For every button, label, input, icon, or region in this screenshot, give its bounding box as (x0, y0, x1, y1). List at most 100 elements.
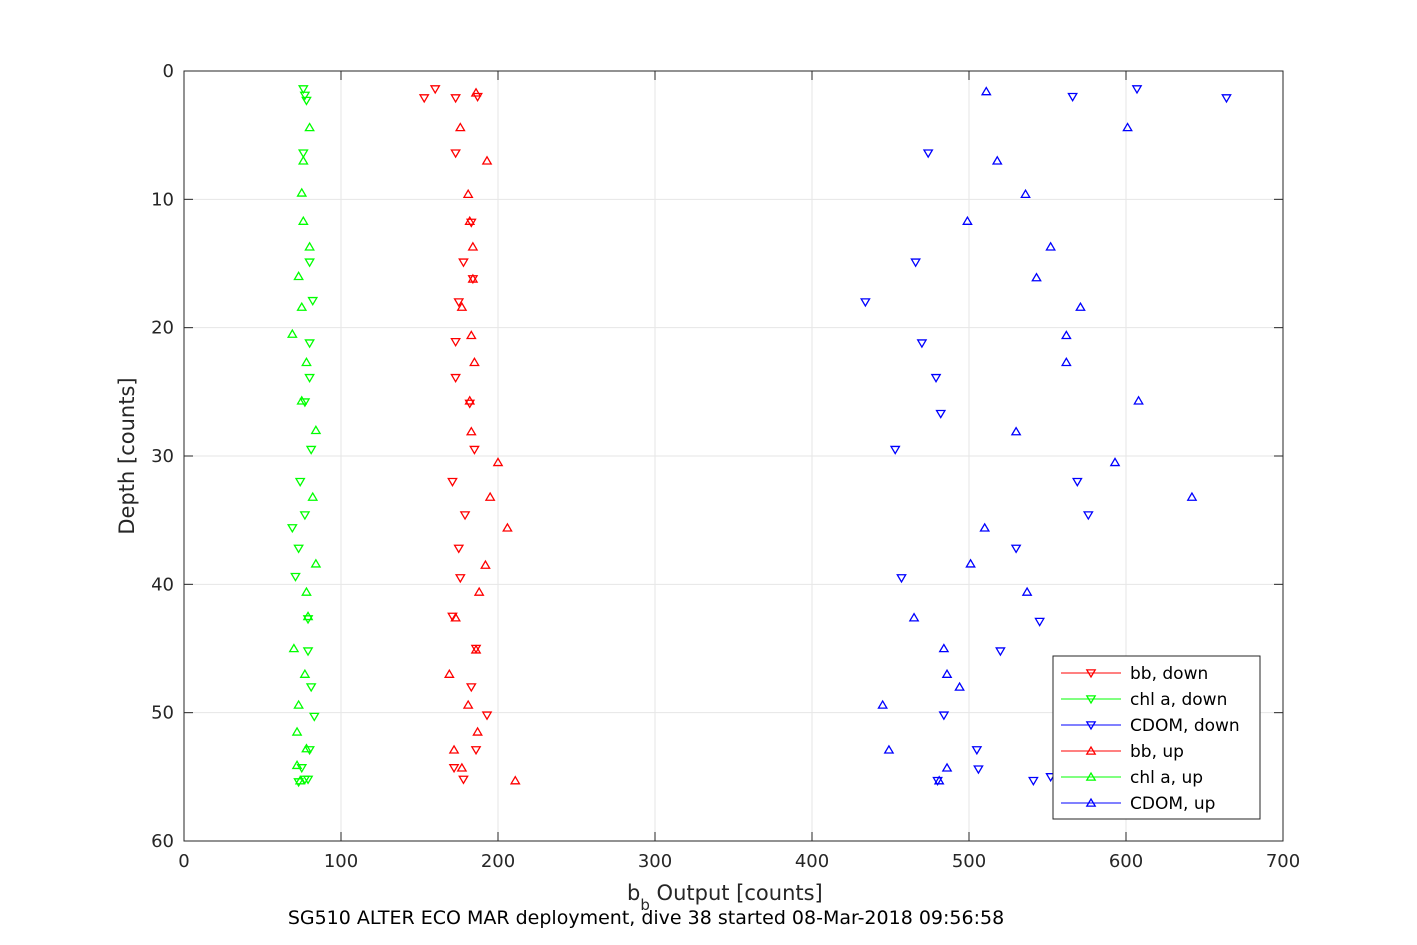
data-point (310, 425, 322, 435)
data-point (1045, 241, 1056, 251)
data-point (1133, 395, 1144, 405)
data-point (860, 298, 871, 308)
data-point (1131, 85, 1143, 95)
data-point (922, 149, 934, 159)
data-point (470, 644, 482, 654)
data-point (1031, 272, 1042, 282)
data-point (883, 744, 895, 754)
data-point (1020, 188, 1031, 198)
data-point (954, 681, 965, 691)
data-point (941, 762, 953, 772)
data-point (962, 215, 973, 225)
data-point (1082, 511, 1094, 521)
data-point (305, 445, 317, 455)
x-tick-label: 700 (1266, 851, 1300, 872)
data-point (464, 215, 476, 225)
data-point (462, 188, 474, 198)
data-point (304, 258, 315, 268)
data-point (296, 395, 308, 405)
data-point (304, 122, 315, 132)
data-point (450, 94, 461, 104)
x-axis-label: bb Output [counts] (627, 881, 823, 914)
data-point (472, 726, 483, 736)
data-point (470, 746, 482, 756)
data-point (933, 775, 945, 785)
data-point (481, 155, 493, 165)
data-point (459, 511, 471, 521)
x-tick-label: 400 (795, 851, 829, 872)
series-1 (286, 85, 320, 788)
x-tick-label: 200 (481, 851, 515, 872)
data-point (453, 544, 465, 554)
legend-marker (1085, 745, 1097, 755)
data-point (465, 330, 477, 340)
data-point (941, 668, 953, 678)
data-point (302, 611, 314, 621)
data-point (932, 776, 943, 786)
data-point (481, 711, 493, 721)
series-3 (443, 87, 521, 785)
data-point (458, 775, 469, 785)
data-point (465, 426, 477, 436)
data-point (304, 373, 315, 383)
data-point (450, 149, 461, 159)
data-point (286, 524, 298, 534)
data-point (418, 94, 430, 104)
series-5 (877, 86, 1198, 785)
data-point (301, 357, 312, 367)
data-point (454, 574, 466, 584)
data-point (301, 586, 312, 596)
data-point (971, 746, 983, 756)
y-axis-label: Depth [counts] (115, 377, 139, 534)
data-point (1061, 357, 1072, 367)
x-axis-label-rest: Output [counts] (650, 881, 823, 905)
legend-label: bb, up (1130, 742, 1184, 762)
y-tick-labels: 0 10 20 30 40 50 60 (151, 61, 174, 852)
data-point (456, 762, 468, 772)
data-point (302, 647, 314, 657)
data-point (1122, 122, 1133, 132)
data-point (910, 258, 921, 268)
data-point (454, 122, 466, 132)
data-point (453, 298, 465, 308)
data-point (938, 711, 950, 721)
data-point (310, 558, 322, 568)
data-point (492, 457, 504, 467)
x-axis-label-main: b (627, 881, 640, 905)
data-point (930, 373, 942, 383)
data-point (294, 775, 306, 785)
y-tick-label: 60 (151, 831, 174, 852)
data-point (484, 491, 496, 501)
data-point (980, 86, 992, 96)
data-point (1221, 94, 1232, 104)
legend: bb, down chl a, down CDOM, down bb, up chl a… (1052, 655, 1261, 820)
data-point (308, 712, 320, 722)
data-point (935, 409, 947, 419)
chart-caption: SG510 ALTER ECO MAR deployment, dive 38 … (288, 907, 1004, 929)
data-point (447, 477, 458, 487)
data-point (509, 775, 521, 785)
legend-marker (1085, 771, 1097, 781)
data-point (286, 328, 298, 338)
data-point (991, 155, 1003, 165)
data-point (450, 612, 461, 622)
data-point (299, 668, 311, 678)
y-tick-label: 50 (151, 703, 174, 724)
data-point (467, 241, 479, 251)
data-point (464, 395, 476, 405)
data-point (297, 85, 309, 95)
data-point (304, 241, 315, 251)
data-point (450, 337, 461, 348)
data-point (297, 155, 309, 165)
data-point (294, 477, 306, 487)
data-point (470, 87, 482, 97)
data-point (938, 643, 950, 653)
data-point (448, 744, 460, 754)
data-point (1021, 586, 1033, 596)
data-point (450, 373, 461, 383)
legend-label: CDOM, down (1130, 716, 1240, 736)
data-point (458, 258, 469, 268)
x-tick-label: 300 (638, 851, 672, 872)
data-point (1109, 457, 1121, 467)
